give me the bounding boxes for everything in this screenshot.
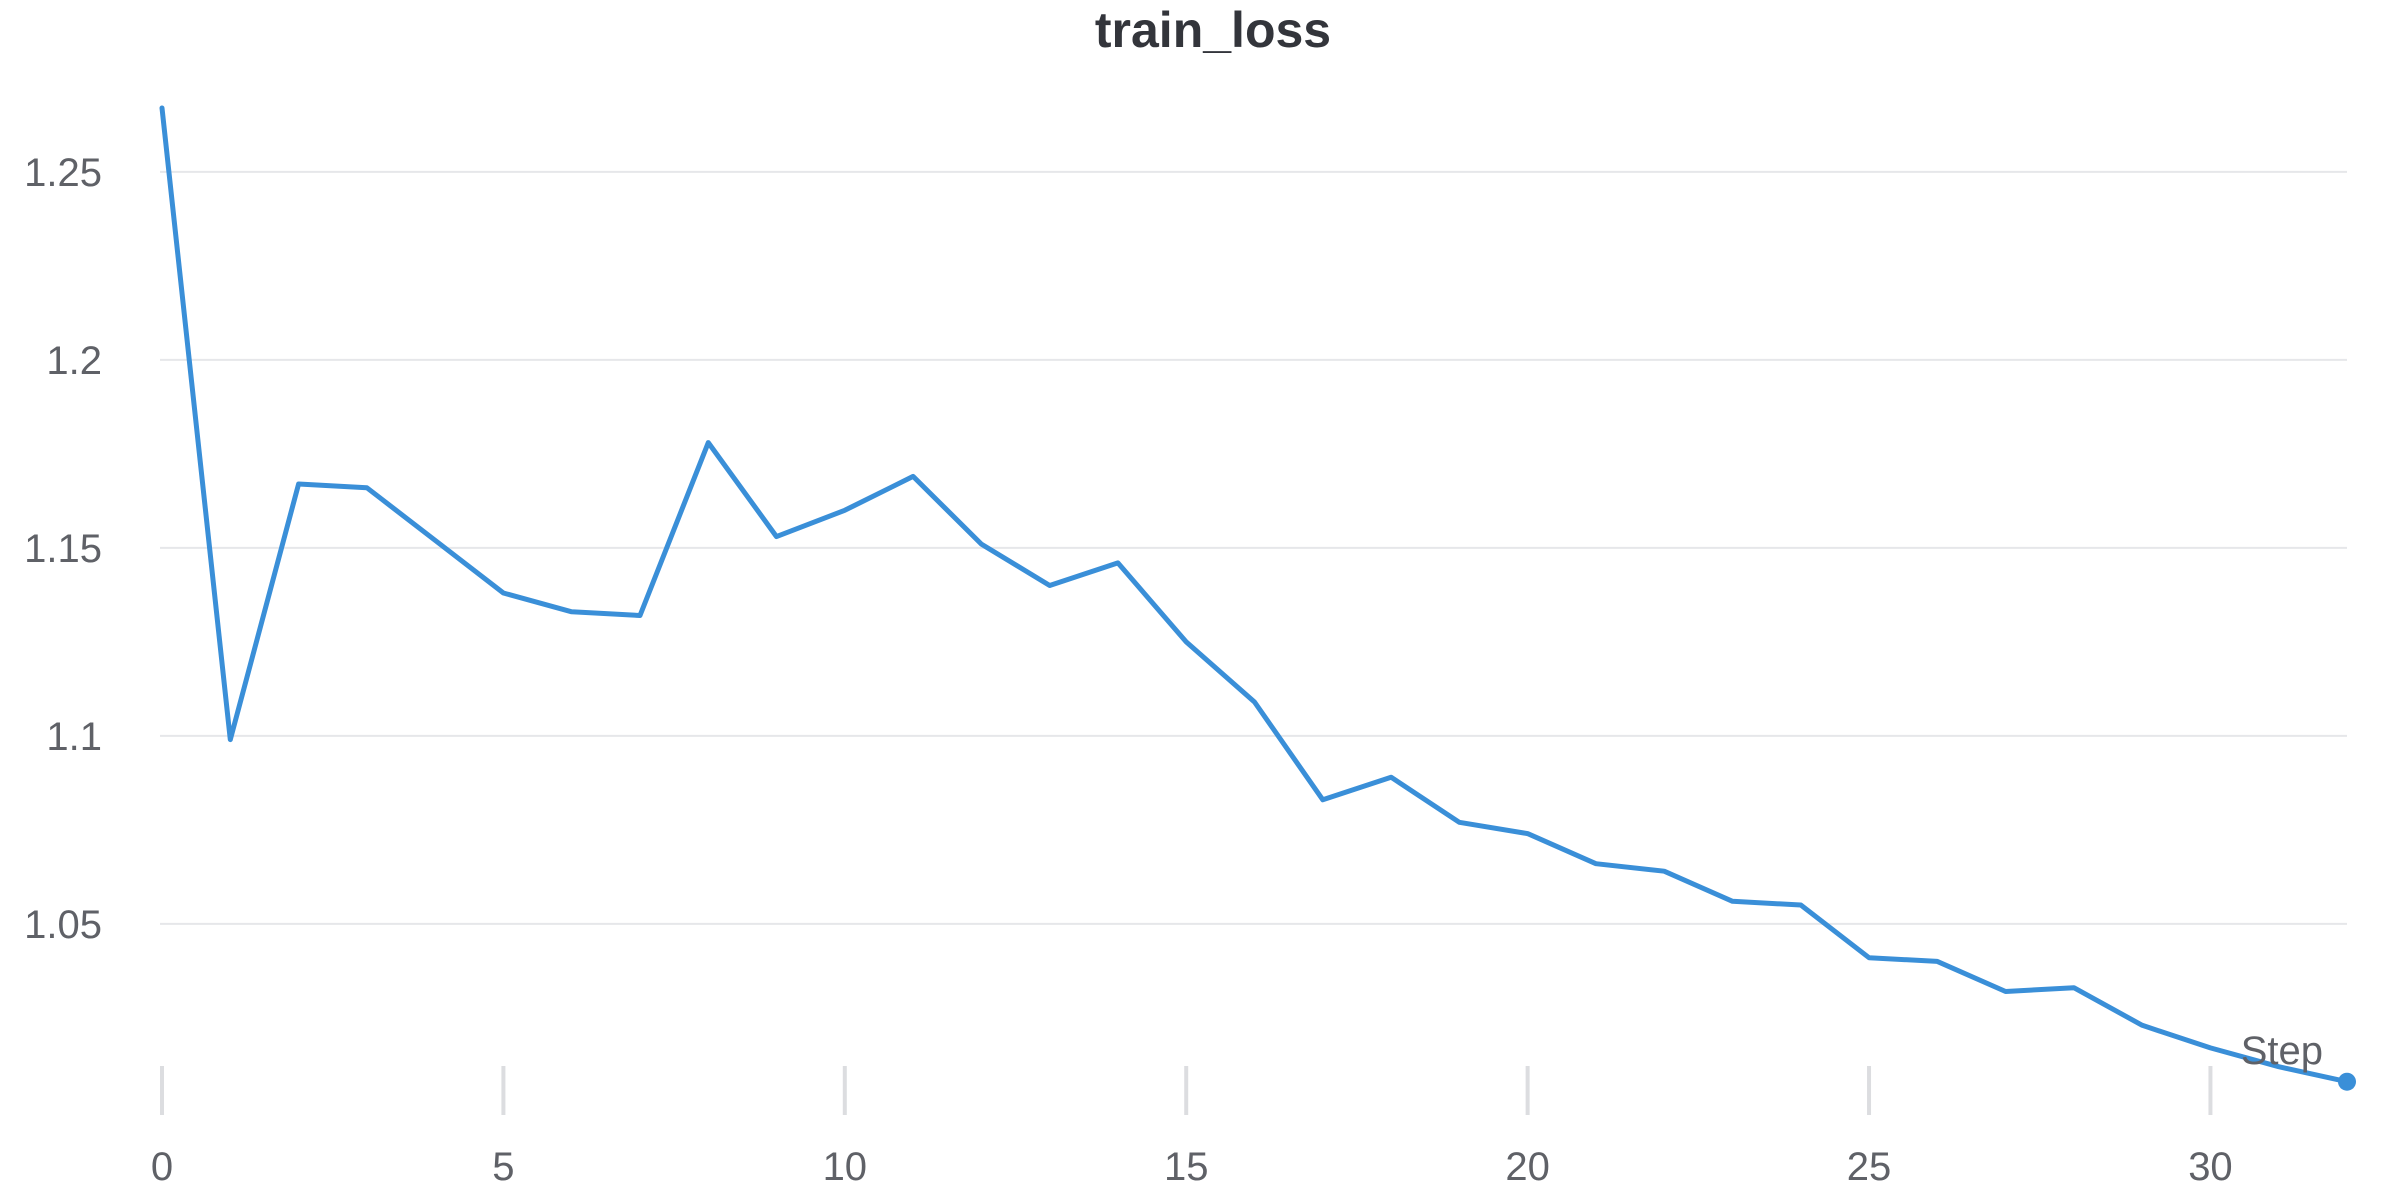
y-tick-label: 1.15 bbox=[24, 527, 102, 571]
data-point[interactable] bbox=[2208, 1045, 2213, 1050]
x-tick-label: 25 bbox=[1847, 1145, 1892, 1189]
last-data-point[interactable] bbox=[2338, 1072, 2356, 1091]
data-point[interactable] bbox=[774, 534, 779, 539]
data-point[interactable] bbox=[1457, 820, 1462, 825]
data-point[interactable] bbox=[1662, 869, 1667, 874]
y-tick-label: 1.05 bbox=[24, 903, 102, 947]
data-point[interactable] bbox=[1935, 959, 1940, 964]
y-tick-label: 1.2 bbox=[46, 339, 102, 383]
x-tick-label: 20 bbox=[1505, 1145, 1550, 1189]
data-point[interactable] bbox=[433, 538, 438, 543]
series-line bbox=[159, 105, 2350, 1085]
x-tick-label: 0 bbox=[151, 1145, 173, 1189]
data-point[interactable] bbox=[296, 481, 301, 486]
x-tick-label: 5 bbox=[492, 1145, 514, 1189]
chart-title: train_loss bbox=[1095, 2, 1331, 58]
y-axis-labels: 1.05 1.1 1.15 1.2 1.25 bbox=[24, 151, 102, 947]
x-tick-label: 10 bbox=[823, 1145, 868, 1189]
data-point[interactable] bbox=[1184, 639, 1189, 644]
x-axis-labels: 0 5 10 15 20 25 30 bbox=[151, 1145, 2233, 1189]
x-axis-ticks bbox=[160, 1066, 2213, 1115]
data-point[interactable] bbox=[2003, 989, 2008, 994]
data-point[interactable] bbox=[569, 609, 574, 614]
series-layer bbox=[159, 105, 2356, 1091]
data-point[interactable] bbox=[706, 440, 711, 445]
data-point[interactable] bbox=[1867, 955, 1872, 960]
data-point[interactable] bbox=[1730, 899, 1735, 904]
data-point[interactable] bbox=[2140, 1023, 2145, 1028]
data-point[interactable] bbox=[637, 613, 642, 618]
data-point[interactable] bbox=[1525, 831, 1530, 836]
data-point[interactable] bbox=[1115, 560, 1120, 565]
data-point[interactable] bbox=[2071, 985, 2076, 990]
data-point[interactable] bbox=[1593, 861, 1598, 866]
y-tick-label: 1.25 bbox=[24, 151, 102, 195]
data-point[interactable] bbox=[364, 485, 369, 490]
data-point[interactable] bbox=[1252, 700, 1257, 705]
data-point[interactable] bbox=[842, 508, 847, 513]
data-point[interactable] bbox=[911, 474, 916, 479]
data-point[interactable] bbox=[501, 590, 506, 595]
data-point[interactable] bbox=[160, 106, 165, 111]
data-point[interactable] bbox=[1798, 903, 1803, 908]
x-tick-label: 15 bbox=[1164, 1145, 1209, 1189]
data-point[interactable] bbox=[1047, 583, 1052, 588]
data-point[interactable] bbox=[1320, 797, 1325, 802]
data-point[interactable] bbox=[228, 737, 233, 742]
data-point[interactable] bbox=[1389, 775, 1394, 780]
data-point[interactable] bbox=[979, 542, 984, 547]
x-tick-label: 30 bbox=[2188, 1145, 2233, 1189]
x-axis-title: Step bbox=[2241, 1029, 2323, 1073]
grid-lines bbox=[160, 170, 2347, 925]
y-tick-label: 1.1 bbox=[46, 715, 102, 759]
